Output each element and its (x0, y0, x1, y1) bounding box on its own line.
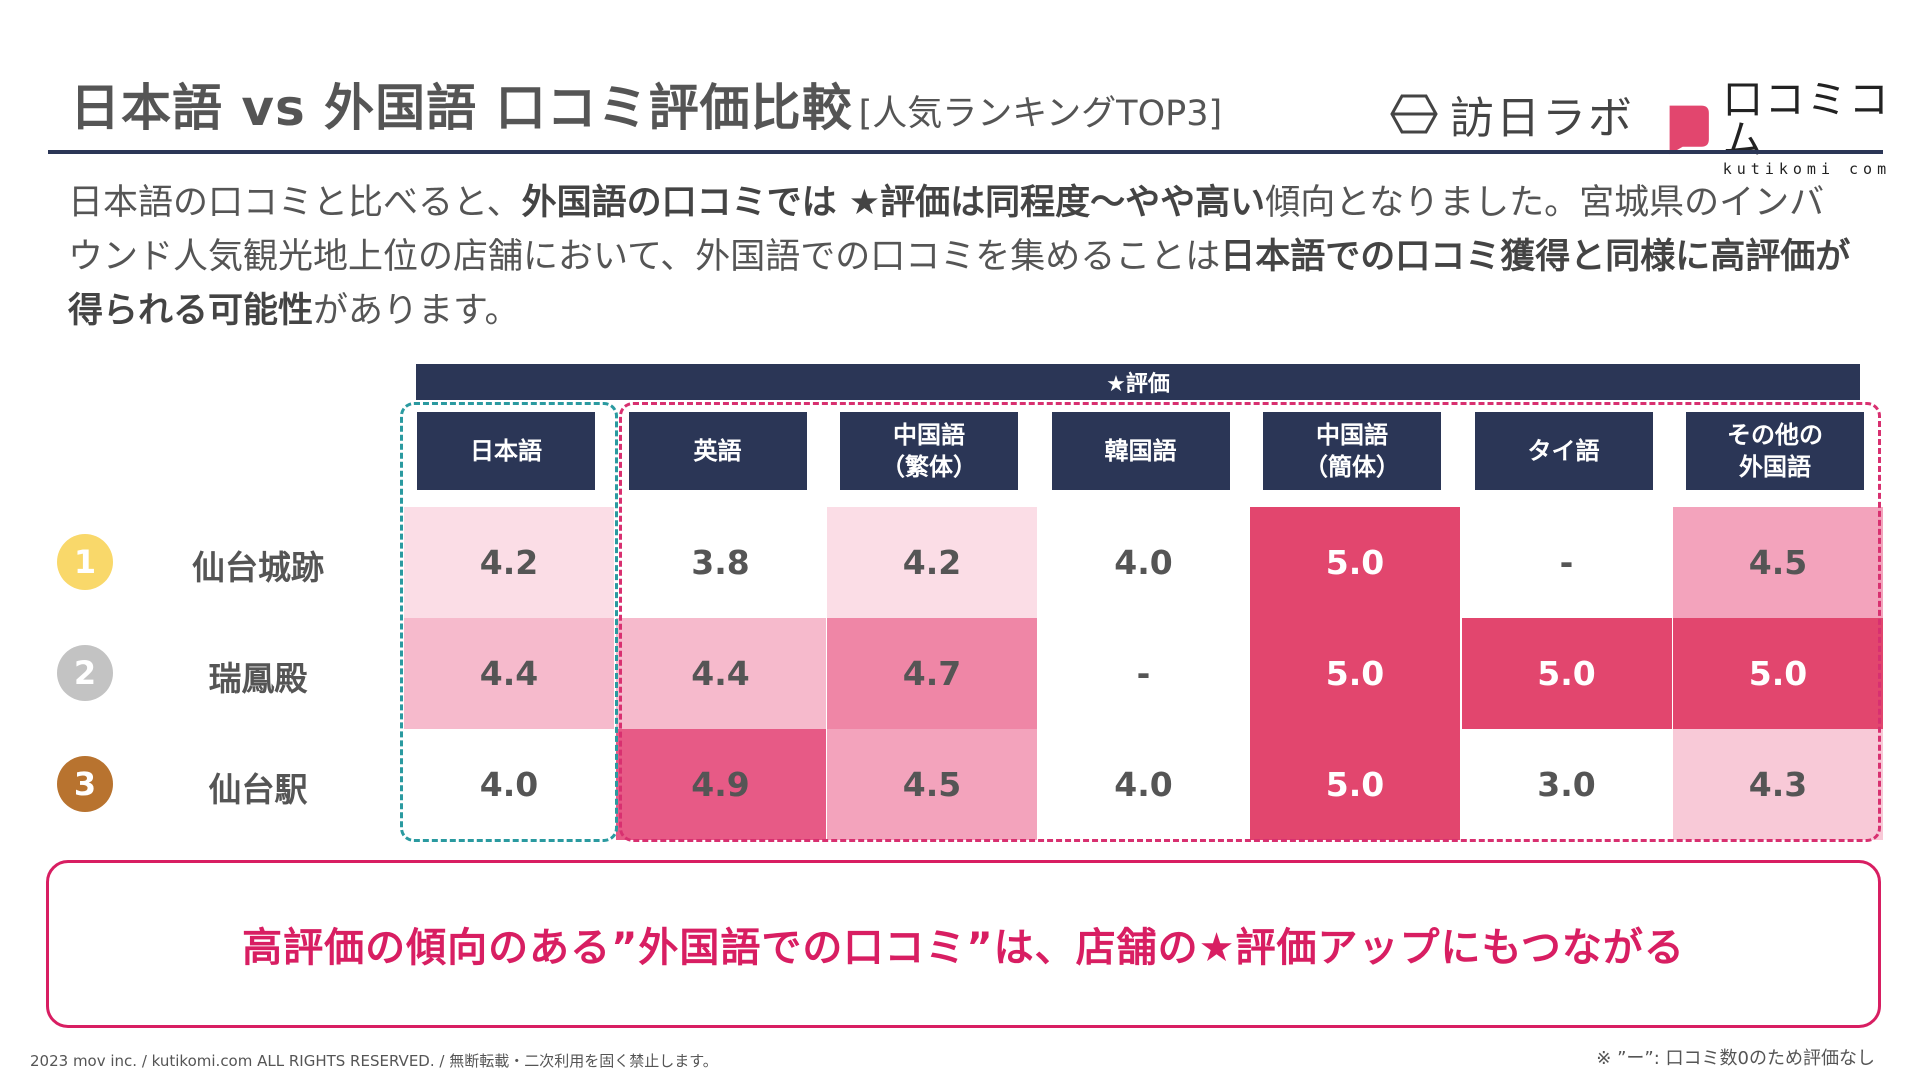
intro-bold-2: 日本語での口コミ獲得と同様に高評価が得られる可能性 (68, 237, 1851, 331)
houjin-logo-text: 訪日ラボ (1450, 93, 1634, 144)
rating-cell: 3.8 (615, 507, 826, 618)
foreign-highlight-outline (619, 402, 1881, 842)
place-name: 仙台城跡 (192, 548, 324, 587)
rating-cell: 4.0 (404, 729, 614, 840)
rating-cell: 3.0 (1461, 729, 1672, 840)
title-main: 日本語 vs 外国語 口コミ評価比較 (70, 79, 853, 137)
rating-cell: 4.9 (615, 729, 826, 840)
page-title: 日本語 vs 外国語 口コミ評価比較 [人気ランキングTOP3] (70, 68, 1222, 140)
rank-badge: 1 (57, 534, 113, 590)
rating-cell: - (1038, 618, 1249, 729)
kutikomi-logo-icon (1669, 105, 1709, 155)
column-header: タイ語 (1474, 412, 1653, 490)
kutikomi-logo-jp: 口コミコム (1722, 77, 1891, 163)
column-header: 英語 (628, 412, 807, 490)
houjin-logo-icon (1390, 94, 1438, 134)
column-header: 中国語 （簡体） (1263, 412, 1441, 490)
rating-cell: - (1461, 507, 1672, 618)
rating-cell: 5.0 (1461, 618, 1672, 729)
column-header: 韓国語 (1051, 412, 1230, 490)
japanese-highlight-outline (400, 402, 618, 842)
conclusion-box: 高評価の傾向のある”外国語での口コミ”は、店舗の★評価アップにもつながる (46, 860, 1881, 1028)
title-divider (48, 150, 1883, 154)
intro-paragraph: 日本語の口コミと比べると、外国語の口コミでは ★評価は同程度〜やや高い傾向となり… (68, 176, 1858, 338)
rating-cell: 4.2 (827, 507, 1037, 618)
rating-cell: 5.0 (1673, 618, 1883, 729)
kutikomi-logo: 口コミコム kutikomi com (1664, 80, 1919, 178)
copyright-text: 2023 mov inc. / kutikomi.com ALL RIGHTS … (30, 1052, 718, 1070)
rating-cell: 5.0 (1250, 618, 1460, 729)
title-subtitle: [人気ランキングTOP3] (858, 94, 1223, 134)
rating-cell: 4.0 (1038, 729, 1249, 840)
rating-cell: 4.5 (1673, 507, 1883, 618)
intro-text-2: 傾向となりました。宮城県のインバウンド人気観光地上位の店舗において、外国語での口… (68, 183, 1825, 277)
dash-note: ※ ”ー”: 口コミ数0のため評価なし (1596, 1048, 1875, 1069)
rating-cell: 4.4 (615, 618, 826, 729)
houjin-labo-logo: 訪日ラボ (1388, 82, 1634, 146)
kutikomi-logo-en: kutikomi com (1722, 160, 1892, 178)
rating-cell: 4.5 (827, 729, 1037, 840)
rating-cell: 4.7 (827, 618, 1037, 729)
rating-cell: 4.2 (404, 507, 614, 618)
rating-group-header: ★評価 (416, 364, 1860, 400)
intro-text-1: 日本語の口コミと比べると、 (68, 183, 522, 223)
intro-text-3: があります。 (313, 291, 520, 331)
rating-cell: 4.4 (404, 618, 614, 729)
conclusion-text: 高評価の傾向のある”外国語での口コミ”は、店舗の★評価アップにもつながる (242, 925, 1685, 971)
column-header: 中国語 （繁体） (840, 412, 1018, 490)
place-name: 瑞鳳殿 (208, 659, 308, 698)
rating-cell: 4.3 (1673, 729, 1883, 840)
rating-cell: 5.0 (1250, 729, 1460, 840)
place-name: 仙台駅 (208, 770, 308, 809)
column-header: 日本語 (417, 412, 595, 490)
intro-bold-1: 外国語の口コミでは ★評価は同程度〜やや高い (521, 183, 1266, 223)
rank-badge: 3 (57, 756, 113, 812)
rating-cell: 4.0 (1038, 507, 1249, 618)
rating-cell: 5.0 (1250, 507, 1460, 618)
column-header: その他の 外国語 (1686, 412, 1864, 490)
rank-badge: 2 (57, 645, 113, 701)
